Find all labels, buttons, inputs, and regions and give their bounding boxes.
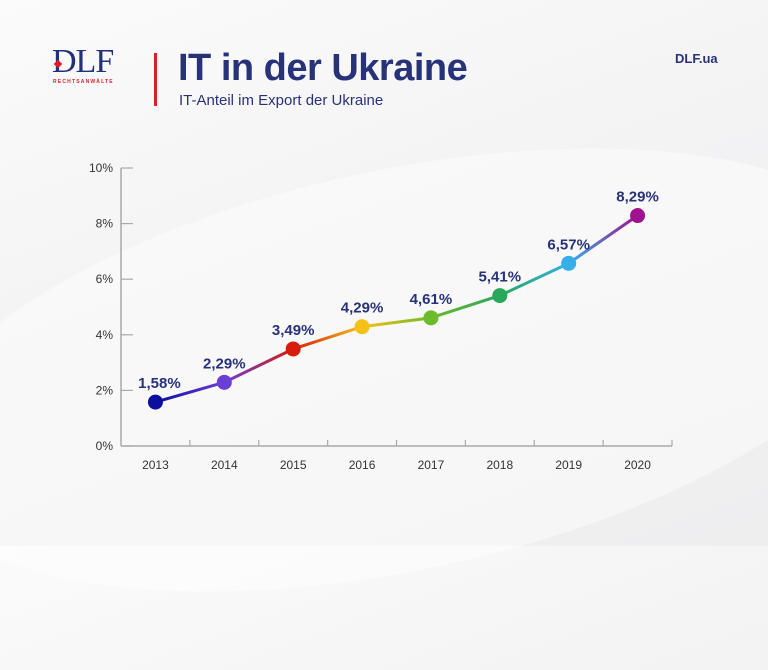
- x-tick-label: 2019: [555, 458, 582, 472]
- line-segment: [360, 316, 433, 329]
- data-label: 4,29%: [341, 300, 384, 317]
- data-point: [147, 394, 163, 410]
- data-label: 3,49%: [272, 322, 315, 339]
- data-label: 8,29%: [616, 189, 659, 206]
- header-divider: [154, 53, 157, 106]
- data-point: [285, 341, 301, 357]
- chart-axes: 0% 2% 4% 6% 8% 10% 2013 2014 2015 2016 2017 2018 201…: [89, 161, 673, 472]
- data-point: [354, 319, 370, 335]
- line-segment: [222, 347, 295, 384]
- line-segment: [153, 380, 226, 404]
- page-subtitle: IT-Anteil im Export der Ukraine: [179, 92, 384, 109]
- data-point: [561, 255, 577, 271]
- data-label: 1,58%: [138, 375, 181, 392]
- x-tick-label: 2014: [211, 458, 238, 472]
- data-point: [216, 374, 232, 390]
- y-tick-label: 4%: [96, 328, 114, 342]
- x-tick-label: 2016: [349, 458, 376, 472]
- data-label: 5,41%: [479, 269, 522, 286]
- line-segment: [429, 294, 502, 320]
- chart-data-labels: 1,58% 2,29% 3,49% 4,29% 4,61% 5,41% 6,57% 8,29%: [138, 189, 659, 393]
- y-tick-label: 6%: [96, 272, 114, 286]
- data-label: 6,57%: [547, 236, 590, 253]
- y-tick-label: 10%: [89, 161, 113, 175]
- y-tick-label: 8%: [96, 217, 114, 231]
- line-segment: [498, 261, 571, 298]
- dlf-logo: DLF RECHTSANWÄLTE: [52, 43, 132, 89]
- y-tick-label: 0%: [96, 439, 114, 453]
- x-tick-label: 2017: [418, 458, 445, 472]
- line-segment: [291, 325, 364, 351]
- x-tick-label: 2018: [486, 458, 513, 472]
- data-label: 4,61%: [410, 291, 453, 308]
- line-chart: 0% 2% 4% 6% 8% 10% 2013 2014 2015 2016 2017 2018 201…: [89, 161, 673, 472]
- data-point: [492, 288, 508, 304]
- data-label: 2,29%: [203, 355, 246, 372]
- x-tick-label: 2013: [142, 458, 169, 472]
- page-title: IT in der Ukraine: [178, 47, 468, 89]
- chart-line-segments: [153, 214, 640, 404]
- data-point: [423, 310, 439, 326]
- logo-text: DLF: [52, 43, 114, 80]
- x-tick-label: 2015: [280, 458, 307, 472]
- data-point: [630, 208, 646, 224]
- logo-subtitle: RECHTSANWÄLTE: [53, 79, 114, 85]
- x-tick-label: 2020: [624, 458, 651, 472]
- site-link[interactable]: DLF.ua: [675, 51, 718, 66]
- line-segment: [567, 214, 640, 265]
- chart-points: [147, 208, 646, 410]
- y-tick-label: 2%: [96, 383, 114, 397]
